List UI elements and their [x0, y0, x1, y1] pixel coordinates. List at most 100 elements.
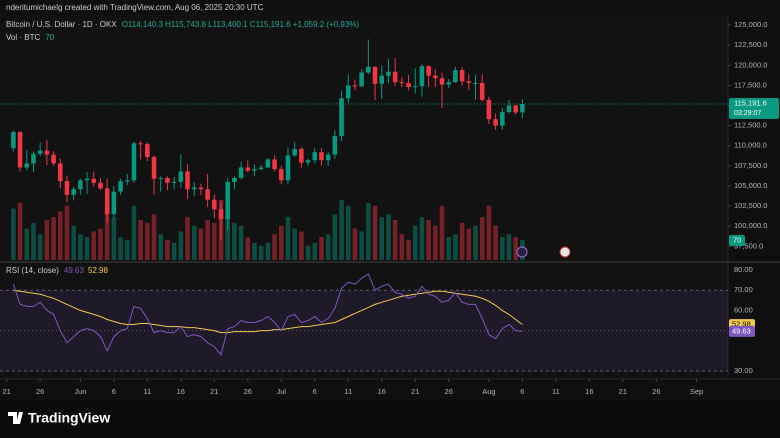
volume-bar: [57, 211, 63, 260]
volume-bar: [111, 217, 117, 260]
candle-body: [386, 71, 391, 76]
price-tick-label: 117,500.0: [734, 80, 767, 89]
candle-body: [78, 180, 83, 190]
main-pane: [0, 15, 728, 261]
volume-bar: [319, 237, 324, 260]
candle-body: [98, 182, 103, 189]
candle-body: [426, 66, 431, 76]
time-tick-label: 26: [445, 387, 453, 396]
candle-body: [359, 72, 364, 87]
candle-body: [265, 159, 271, 168]
candle-body: [473, 82, 478, 84]
rsi-label: 49.63: [732, 326, 751, 335]
volume-bar: [305, 245, 311, 260]
volume-line: Vol · BTC 70: [6, 33, 55, 42]
volume-bar: [252, 242, 257, 260]
candle-body: [64, 181, 70, 195]
candle-body: [486, 99, 492, 120]
candle-body: [479, 82, 485, 100]
rsi-line: [12, 273, 523, 356]
rsi-line: RSI (14, close) 49.63 52.98: [6, 266, 109, 275]
candle-body: [366, 66, 371, 73]
candle-body: [138, 143, 143, 145]
candle-body: [158, 177, 164, 179]
volume-bar: [446, 237, 451, 260]
candle-body: [279, 169, 284, 181]
volume-bar: [185, 217, 190, 260]
candle-body: [325, 154, 331, 161]
candle-body: [419, 66, 425, 87]
time-tick-label: Sep: [690, 387, 703, 396]
candle-body: [24, 163, 30, 168]
volume-bar: [292, 228, 297, 260]
rsi-tick-label: 30.00: [734, 366, 753, 375]
volume-bar: [265, 242, 271, 260]
volume-bar: [433, 225, 438, 260]
flag-icon[interactable]: [559, 246, 571, 258]
volume-bar: [171, 242, 177, 260]
volume-bar: [285, 217, 291, 260]
time-tick-label: 16: [378, 387, 386, 396]
volume-bar: [24, 228, 30, 260]
time-tick-label: 21: [210, 387, 218, 396]
price-tick-label: 112,500.0: [734, 121, 767, 130]
brand: TradingView: [28, 410, 110, 426]
volume-bar: [178, 231, 184, 260]
candle-body: [406, 82, 411, 88]
candle-body: [513, 105, 518, 113]
candle-body: [506, 105, 512, 112]
volume-bar: [372, 205, 378, 260]
price-tick-label: 122,500.0: [734, 40, 767, 49]
candle-body: [44, 150, 50, 155]
logo-mark: [8, 412, 23, 424]
volume-bar: [138, 220, 143, 260]
rsi-pane: [0, 263, 728, 379]
volume-bar: [232, 222, 237, 260]
volume-bar: [44, 220, 50, 260]
candle-body: [258, 167, 264, 170]
volume-bar: [493, 225, 498, 260]
volume-bar: [104, 202, 110, 260]
price-tick-label: 125,000.0: [734, 20, 767, 29]
volume-bar: [392, 220, 398, 260]
time-tick-label: 11: [143, 387, 151, 396]
candle-body: [352, 85, 358, 87]
candle-body: [51, 154, 56, 164]
event-icon[interactable]: [516, 246, 528, 258]
volume-bar: [412, 225, 418, 260]
volume-bar: [453, 234, 458, 260]
volume-bar: [386, 214, 391, 260]
volume-bar: [64, 205, 70, 260]
volume-bar: [11, 208, 16, 260]
candle-body: [91, 178, 97, 183]
volume-bar: [279, 225, 284, 260]
candle-body: [124, 180, 130, 182]
price-tick-label: 97,500.0: [734, 241, 763, 250]
rsi-tick-label: 80.00: [734, 265, 753, 274]
volume-title: Vol · BTC: [6, 33, 40, 42]
candle-body: [218, 209, 224, 219]
time-tick-label: 21: [619, 387, 627, 396]
candle-body: [272, 159, 277, 170]
candle-body: [453, 70, 458, 83]
time-tick-label: 6: [112, 387, 116, 396]
footer: [0, 400, 780, 438]
candle-body: [185, 171, 190, 190]
candle-body: [412, 86, 418, 88]
candle-body: [57, 163, 63, 182]
candle-body: [225, 181, 230, 219]
volume-bar: [473, 225, 478, 260]
candle-body: [71, 189, 76, 195]
candle-body: [520, 103, 525, 113]
candle-body: [131, 143, 137, 181]
price-tick-label: 107,500.0: [734, 161, 767, 170]
volume-bar: [145, 222, 150, 260]
volume-bar: [486, 205, 492, 260]
candle-body: [191, 187, 197, 190]
volume-bar: [17, 202, 23, 260]
candle-body: [339, 98, 344, 137]
volume-bar: [31, 222, 36, 260]
time-tick-label: Aug: [482, 387, 495, 396]
volume-value: 70: [45, 33, 54, 42]
price-tick-label: 120,000.0: [734, 60, 767, 69]
